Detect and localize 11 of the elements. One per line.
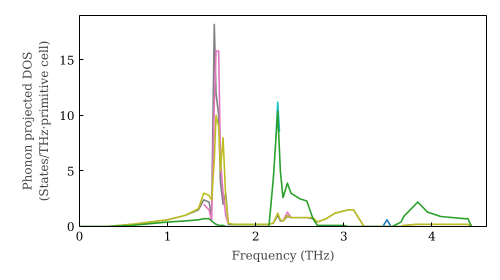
x-tick-label: 1 [164,230,172,244]
y-tick-label: 10 [59,108,75,123]
y-tick-label: 15 [59,53,75,68]
x-tick-label: 0 [76,230,84,244]
y-tick-label: 5 [66,164,75,178]
x-axis-title: Frequency (THz) [232,248,334,262]
y-axis-title: Phonon projected DOS (States/THz·primitive cell) [20,40,52,202]
x-tick-label: 4 [428,230,436,244]
x-tick-label: 2 [252,230,260,244]
x-tick-label: 3 [340,230,348,244]
y-tick-label: 0 [66,220,75,234]
